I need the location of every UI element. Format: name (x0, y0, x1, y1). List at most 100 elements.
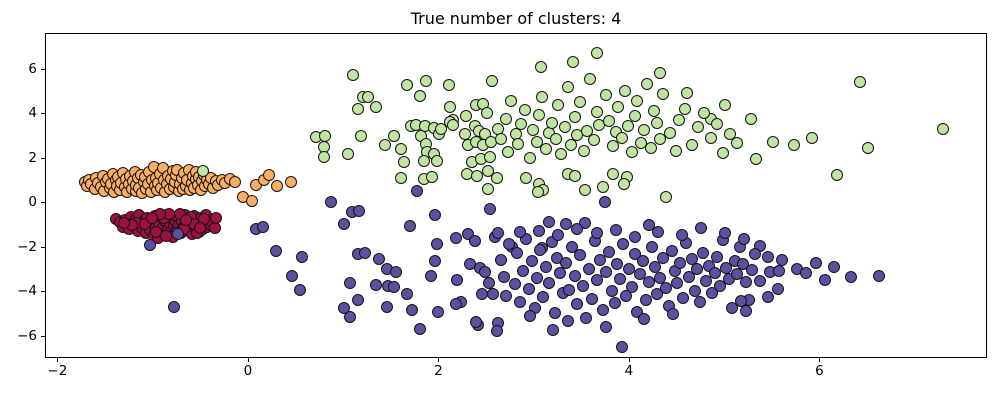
data-point-cluster-purple (694, 296, 707, 309)
x-axis-tick-label: −2 (47, 363, 68, 379)
data-point-cluster-light-green (625, 145, 638, 158)
data-point-cluster-purple (548, 307, 561, 320)
data-point-cluster-light-green (561, 81, 574, 94)
data-point-cluster-purple (338, 217, 351, 230)
data-point-cluster-orange (284, 176, 297, 189)
data-point-cluster-light-green (612, 101, 625, 114)
data-point-cluster-purple (740, 276, 753, 289)
data-point-cluster-purple (827, 261, 840, 274)
data-point-cluster-dark-red (208, 222, 221, 235)
y-axis-tick-label: 2 (28, 149, 37, 166)
data-point-cluster-light-green (628, 110, 641, 123)
data-point-cluster-light-green (420, 74, 433, 87)
data-point-cluster-purple (754, 274, 767, 287)
data-point-cluster-purple (602, 246, 615, 259)
data-point-cluster-purple (561, 315, 574, 328)
data-point-cluster-purple (571, 298, 584, 311)
data-point-cluster-purple (257, 220, 270, 233)
data-point-cluster-light-green (485, 74, 498, 87)
x-axis-tick-label: 4 (624, 363, 634, 379)
data-point-cluster-light-green (650, 117, 663, 130)
data-point-cluster-purple (353, 205, 366, 218)
data-point-cluster-purple (495, 253, 508, 266)
data-point-cluster-purple (773, 264, 786, 277)
data-point-cluster-purple (719, 227, 732, 240)
data-point-cluster-light-green (341, 148, 354, 161)
data-point-cluster-purple (674, 257, 687, 270)
y-axis-tick-label: 6 (28, 60, 37, 77)
data-point-cluster-light-green (644, 141, 657, 154)
data-point-cluster-purple (560, 218, 573, 231)
data-point-cluster-purple (414, 322, 427, 335)
data-point-cluster-light-green (673, 113, 686, 126)
data-point-cluster-dark-red (209, 211, 222, 224)
data-point-cluster-purple (800, 267, 813, 280)
data-point-cluster-purple (809, 257, 822, 270)
data-point-cluster-purple (405, 303, 418, 316)
data-point-cluster-light-green (606, 140, 619, 153)
data-point-cluster-orange (271, 179, 284, 192)
data-point-cluster-light-green (395, 142, 408, 155)
data-point-cluster-light-green (861, 141, 874, 154)
data-point-cluster-purple (648, 260, 661, 273)
data-point-cluster-light-green (442, 79, 455, 92)
data-point-cluster-light-green (481, 183, 494, 196)
data-point-cluster-purple (432, 306, 445, 319)
data-point-cluster-dark-red (118, 216, 131, 229)
data-point-cluster-purple (577, 279, 590, 292)
data-point-cluster-purple (640, 294, 653, 306)
data-point-cluster-purple (708, 267, 721, 280)
plot-area (45, 33, 987, 358)
data-point-cluster-purple (600, 266, 613, 279)
data-point-cluster-light-green (471, 170, 484, 183)
data-point-cluster-purple (294, 283, 307, 296)
data-point-cluster-light-green (526, 123, 539, 136)
data-point-cluster-purple (369, 279, 382, 292)
data-point-cluster-purple (373, 252, 386, 265)
data-point-cluster-purple (609, 223, 622, 236)
y-axis-tick (41, 246, 45, 248)
data-point-cluster-light-green (418, 155, 431, 168)
data-point-cluster-purple (531, 271, 544, 284)
data-point-cluster-purple (594, 253, 607, 266)
data-point-cluster-purple (523, 309, 536, 322)
data-point-cluster-light-green (606, 167, 619, 180)
data-point-cluster-purple (725, 301, 738, 314)
data-point-cluster-light-green (621, 120, 634, 133)
data-point-cluster-light-green (355, 129, 368, 142)
x-axis-tick (438, 358, 440, 362)
data-point-cluster-light-green (500, 112, 513, 125)
data-point-cluster-light-green (717, 147, 730, 160)
y-axis-tick-label: −4 (17, 283, 37, 300)
data-point-cluster-purple (554, 267, 567, 280)
data-point-cluster-light-green (197, 165, 210, 178)
data-point-cluster-purple (514, 226, 527, 239)
data-point-cluster-purple (498, 270, 511, 283)
data-point-cluster-purple (269, 245, 282, 258)
data-point-cluster-orange (245, 194, 258, 207)
data-point-cluster-light-green (483, 150, 496, 163)
data-point-cluster-light-green (435, 122, 448, 135)
data-point-cluster-light-green (504, 94, 517, 107)
data-point-cluster-light-green (578, 144, 591, 157)
data-point-cluster-purple (534, 243, 547, 256)
data-point-cluster-light-green (568, 170, 581, 183)
data-point-cluster-purple (622, 262, 635, 275)
data-point-cluster-light-green (744, 113, 757, 126)
data-point-cluster-purple (666, 308, 679, 321)
data-point-cluster-purple (522, 282, 535, 295)
data-point-cluster-purple (400, 287, 413, 300)
data-point-cluster-light-green (395, 171, 408, 184)
data-point-cluster-purple (582, 262, 595, 275)
data-point-cluster-purple (324, 196, 337, 209)
data-point-cluster-light-green (698, 107, 711, 120)
data-point-cluster-light-green (346, 68, 359, 81)
y-axis-tick-label: 4 (28, 105, 37, 122)
data-point-cluster-light-green (618, 178, 631, 191)
data-point-cluster-light-green (519, 103, 532, 116)
data-point-cluster-light-green (638, 123, 651, 136)
data-point-cluster-purple (711, 250, 724, 263)
data-point-cluster-light-green (515, 118, 528, 131)
data-point-cluster-purple (608, 297, 621, 310)
